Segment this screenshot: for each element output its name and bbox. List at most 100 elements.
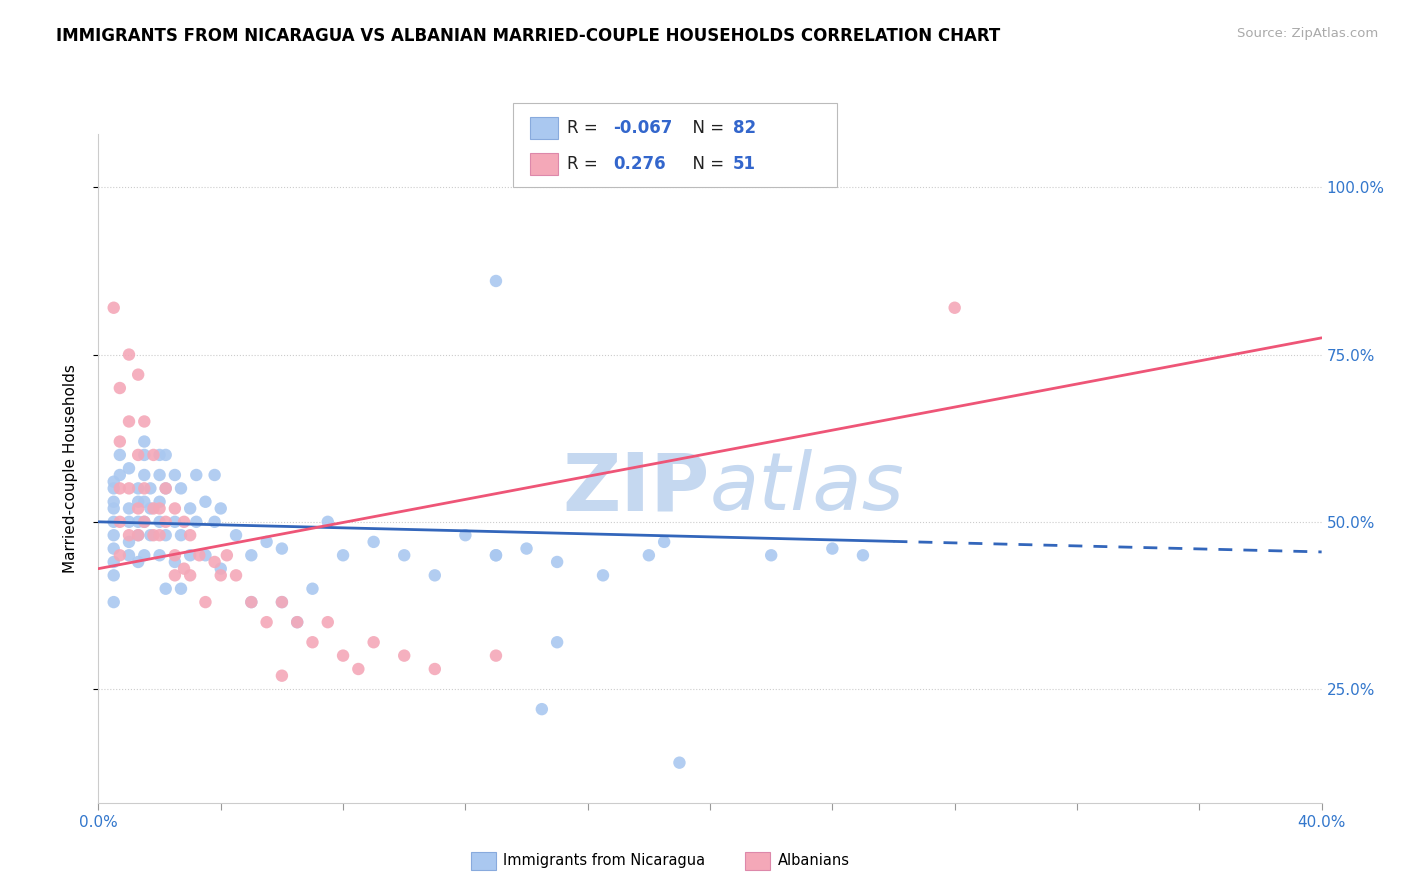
Text: 82: 82 [733, 120, 755, 137]
Text: IMMIGRANTS FROM NICARAGUA VS ALBANIAN MARRIED-COUPLE HOUSEHOLDS CORRELATION CHAR: IMMIGRANTS FROM NICARAGUA VS ALBANIAN MA… [56, 27, 1001, 45]
Point [127, 368, 149, 382]
Point [215, 548, 238, 563]
Point [108, 548, 131, 563]
Point [103, 568, 125, 582]
Point [392, 648, 416, 663]
Point [134, 434, 156, 449]
Point [108, 434, 131, 449]
Text: R =: R = [567, 120, 603, 137]
Point [270, 541, 292, 556]
Point [256, 615, 278, 630]
Point [127, 494, 149, 508]
Point [103, 482, 125, 496]
Point [240, 548, 263, 563]
Point [103, 555, 125, 569]
Point [127, 528, 149, 542]
Point [240, 595, 263, 609]
Y-axis label: Married-couple Households: Married-couple Households [63, 364, 77, 573]
Point [127, 555, 149, 569]
Point [204, 468, 226, 483]
Point [149, 548, 172, 563]
Text: atlas: atlas [710, 450, 905, 527]
Point [179, 528, 201, 542]
Point [363, 635, 385, 649]
Point [194, 548, 217, 563]
Point [194, 494, 217, 508]
Point [103, 501, 125, 516]
Point [108, 448, 131, 462]
Point [270, 595, 292, 609]
Point [118, 461, 141, 475]
Point [149, 448, 172, 462]
Point [149, 468, 172, 483]
Point [118, 535, 141, 549]
Point [155, 482, 177, 496]
Point [170, 528, 193, 542]
Point [118, 414, 141, 429]
Point [188, 548, 211, 563]
Point [163, 515, 186, 529]
Point [423, 568, 446, 582]
Text: R =: R = [567, 155, 603, 173]
Point [163, 568, 186, 582]
Point [852, 548, 875, 563]
Point [103, 475, 125, 489]
Point [108, 515, 131, 529]
Point [134, 548, 156, 563]
Point [186, 468, 208, 483]
Text: N =: N = [682, 120, 730, 137]
Point [163, 555, 186, 569]
Point [485, 648, 508, 663]
Point [332, 648, 354, 663]
Point [149, 528, 172, 542]
Point [142, 501, 165, 516]
Point [103, 301, 125, 315]
Text: Source: ZipAtlas.com: Source: ZipAtlas.com [1237, 27, 1378, 40]
Point [485, 548, 508, 563]
Point [759, 548, 782, 563]
Point [134, 515, 156, 529]
Point [149, 515, 172, 529]
Point [118, 482, 141, 496]
Point [149, 501, 172, 516]
Point [516, 541, 538, 556]
Point [118, 348, 141, 362]
Point [139, 501, 162, 516]
Point [127, 528, 149, 542]
Point [134, 482, 156, 496]
Point [163, 548, 186, 563]
Point [204, 555, 226, 569]
Point [170, 582, 193, 596]
Point [332, 548, 354, 563]
Point [652, 535, 675, 549]
Point [127, 515, 149, 529]
Point [285, 615, 308, 630]
Point [454, 528, 477, 542]
Point [392, 548, 416, 563]
Point [530, 702, 553, 716]
Point [155, 515, 177, 529]
Point [134, 414, 156, 429]
Point [270, 669, 292, 683]
Point [118, 548, 141, 563]
Point [637, 548, 661, 563]
Point [285, 615, 308, 630]
Point [149, 494, 172, 508]
Point [103, 541, 125, 556]
Point [103, 515, 125, 529]
Point [173, 562, 195, 576]
Point [127, 501, 149, 516]
Point [103, 595, 125, 609]
Text: -0.067: -0.067 [613, 120, 672, 137]
Point [134, 515, 156, 529]
Text: ZIP: ZIP [562, 450, 710, 527]
Text: Albanians: Albanians [778, 854, 849, 868]
Point [134, 494, 156, 508]
Point [139, 528, 162, 542]
Point [127, 482, 149, 496]
Point [592, 568, 614, 582]
Point [546, 635, 568, 649]
Point [943, 301, 966, 315]
Point [142, 448, 165, 462]
Point [209, 501, 232, 516]
